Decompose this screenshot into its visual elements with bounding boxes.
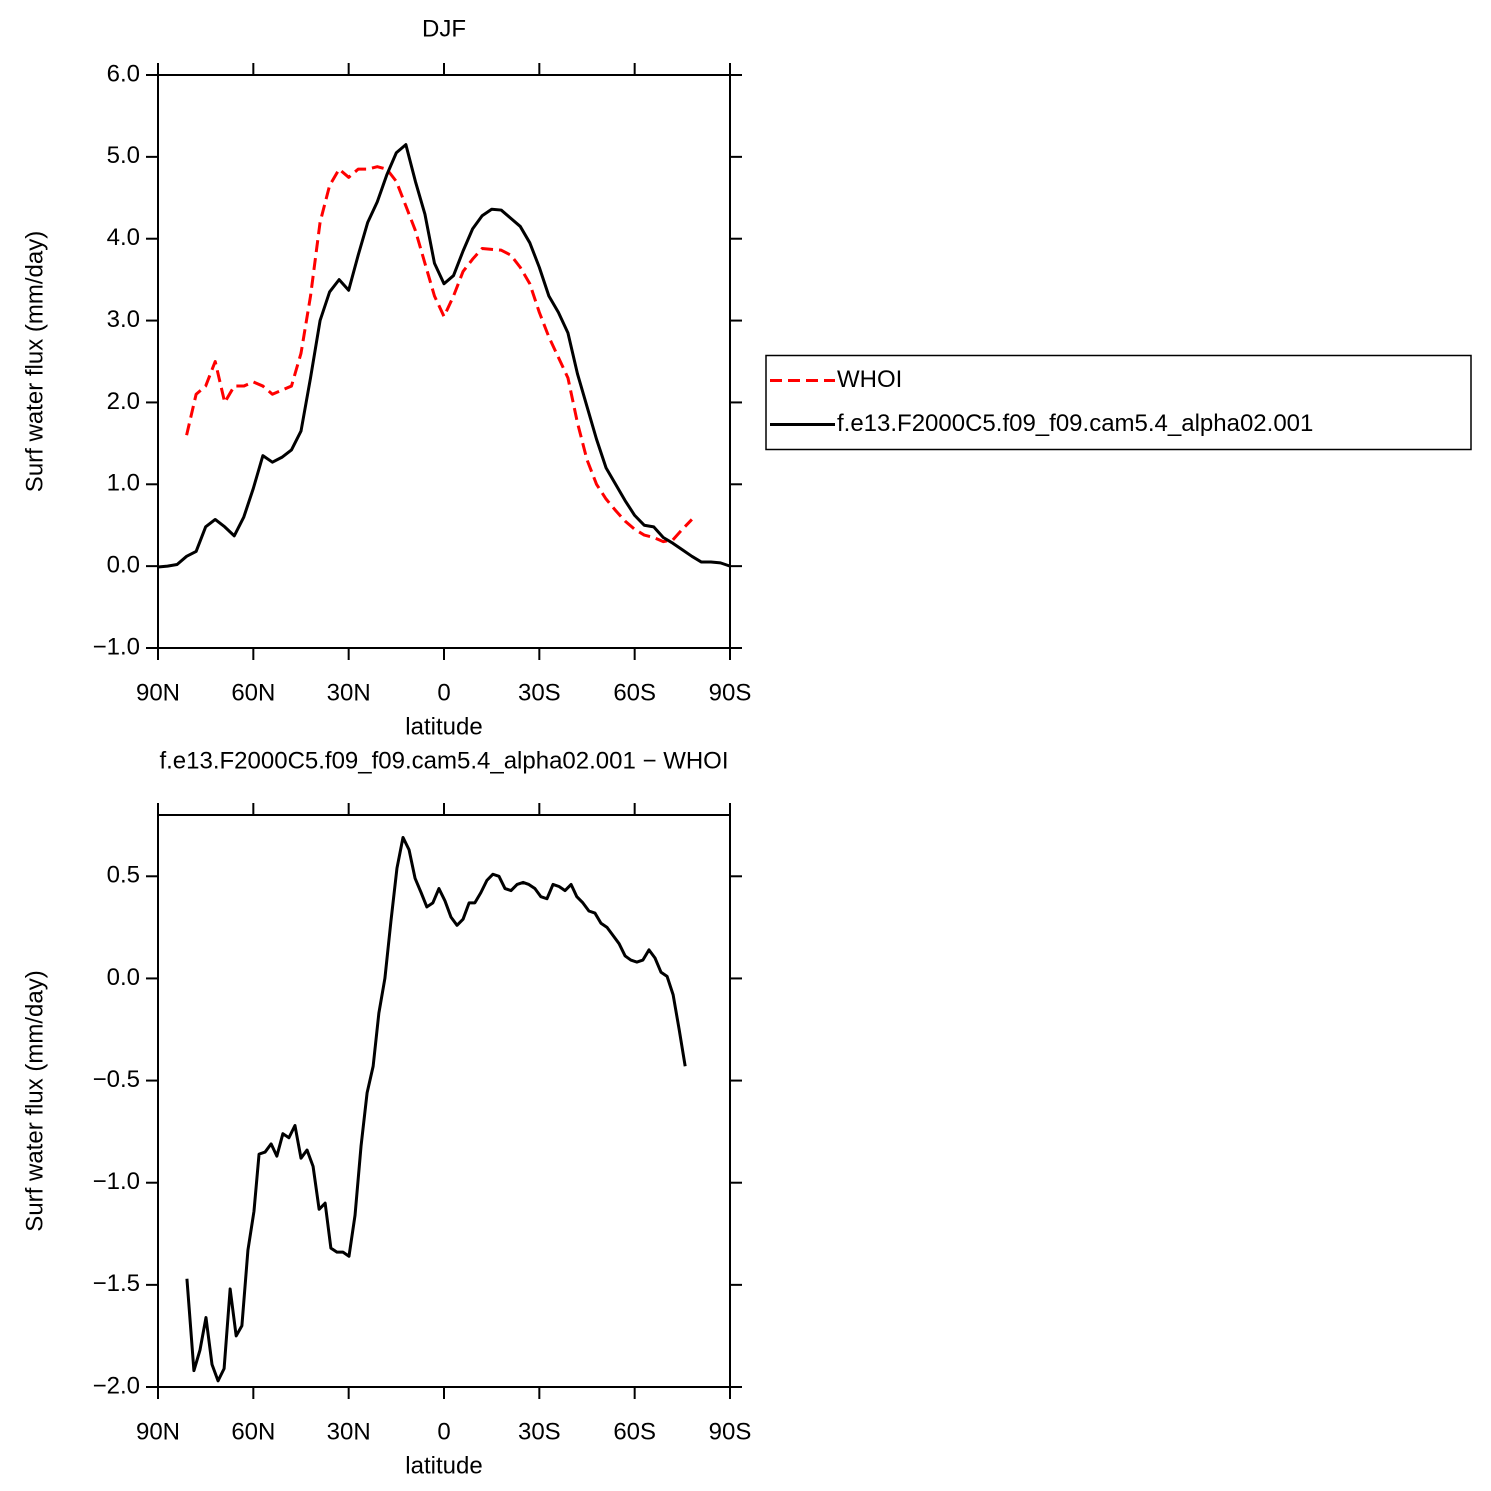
x-tick-label: 60S (613, 1418, 656, 1445)
y-tick-label: −1.0 (93, 633, 140, 660)
series-line (185, 835, 687, 1383)
plot-frame (157, 74, 731, 649)
y-tick-label: 6.0 (107, 60, 140, 87)
legend-label: WHOI (837, 366, 902, 393)
y-tick-label: −0.5 (93, 1066, 140, 1093)
x-tick-label: 30S (518, 1418, 561, 1445)
series-line (185, 165, 693, 544)
x-tick-label: 90N (136, 679, 180, 706)
y-tick-label: 0.5 (107, 862, 140, 889)
x-tick-label: 30N (327, 1418, 371, 1445)
legend-frame (765, 354, 1472, 451)
y-tick-label: 3.0 (107, 306, 140, 333)
y-tick-label: 2.0 (107, 388, 140, 415)
chart-title: DJF (422, 15, 466, 42)
y-tick-label: −1.0 (93, 1168, 140, 1195)
x-axis-label: latitude (405, 713, 482, 740)
y-axis-label: Surf water flux (mm/day) (21, 970, 48, 1231)
y-tick-label: 5.0 (107, 142, 140, 169)
y-tick-label: 0.0 (107, 964, 140, 991)
legend-label: f.e13.F2000C5.f09_f09.cam5.4_alpha02.001 (837, 410, 1313, 437)
x-tick-label: 90S (709, 679, 752, 706)
chart-title: f.e13.F2000C5.f09_f09.cam5.4_alpha02.001… (159, 747, 728, 774)
x-axis-label: latitude (405, 1452, 482, 1479)
y-tick-label: 0.0 (107, 551, 140, 578)
y-tick-label: 4.0 (107, 224, 140, 251)
x-tick-label: 60N (231, 1418, 275, 1445)
x-tick-label: 0 (437, 679, 450, 706)
x-tick-label: 90N (136, 1418, 180, 1445)
y-axis-label: Surf water flux (mm/day) (21, 231, 48, 492)
x-tick-label: 0 (437, 1418, 450, 1445)
series-line (157, 143, 731, 569)
panel: DJF 90N 60N 30N 0 30S 60S 90S −1.0 0.0 1.0 2.0 3.0 4.… (21, 15, 1472, 740)
x-tick-label: 60S (613, 679, 656, 706)
x-tick-label: 30S (518, 679, 561, 706)
legend: WHOI f.e13.F2000C5.f09_f09.cam5.4_alpha02… (765, 354, 1472, 451)
y-tick-label: −2.0 (93, 1372, 140, 1399)
x-tick-label: 90S (709, 1418, 752, 1445)
y-tick-label: −1.5 (93, 1270, 140, 1297)
x-tick-label: 60N (231, 679, 275, 706)
x-tick-label: 30N (327, 679, 371, 706)
y-tick-label: 1.0 (107, 470, 140, 497)
panel: f.e13.F2000C5.f09_f09.cam5.4_alpha02.001… (21, 747, 751, 1479)
